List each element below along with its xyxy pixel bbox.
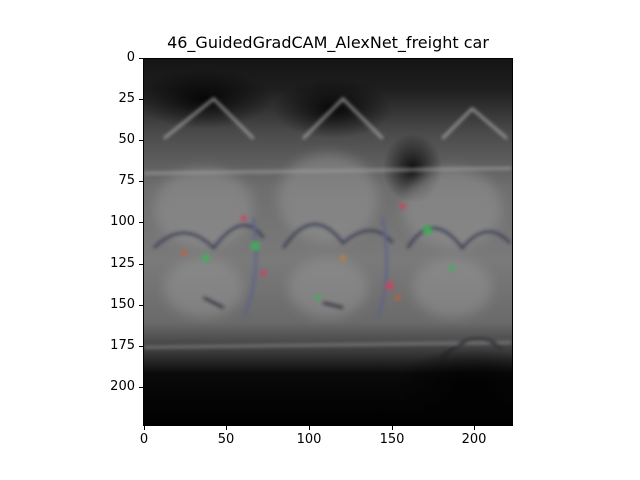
x-tick-mark	[309, 426, 310, 430]
x-tick-mark	[392, 426, 393, 430]
heatmap-image	[144, 59, 512, 425]
x-tick-label: 200	[461, 432, 487, 447]
y-tick-mark	[139, 222, 143, 223]
y-tick-mark	[139, 140, 143, 141]
y-tick-mark	[139, 181, 143, 182]
y-tick-mark	[139, 305, 143, 306]
x-tick-label: 50	[217, 432, 235, 447]
y-tick-label: 175	[110, 338, 135, 353]
figure-title: 46_GuidedGradCAM_AlexNet_freight car	[167, 33, 489, 52]
x-tick-label: 150	[379, 432, 405, 447]
y-tick-label: 75	[118, 173, 135, 188]
x-tick-label: 100	[296, 432, 322, 447]
y-tick-mark	[139, 346, 143, 347]
y-tick-mark	[139, 58, 143, 59]
y-tick-label: 150	[110, 297, 135, 312]
y-tick-mark	[139, 387, 143, 388]
y-tick-label: 125	[110, 256, 135, 271]
x-tick-mark	[226, 426, 227, 430]
image-axes	[143, 58, 513, 426]
x-tick-mark	[144, 426, 145, 430]
y-tick-mark	[139, 264, 143, 265]
y-tick-label: 0	[126, 50, 135, 65]
x-tick-mark	[474, 426, 475, 430]
x-tick-label: 0	[139, 432, 149, 447]
y-tick-label: 25	[118, 91, 135, 106]
y-tick-mark	[139, 99, 143, 100]
y-tick-label: 100	[110, 214, 135, 229]
y-tick-label: 50	[118, 132, 135, 147]
y-tick-label: 200	[110, 379, 135, 394]
